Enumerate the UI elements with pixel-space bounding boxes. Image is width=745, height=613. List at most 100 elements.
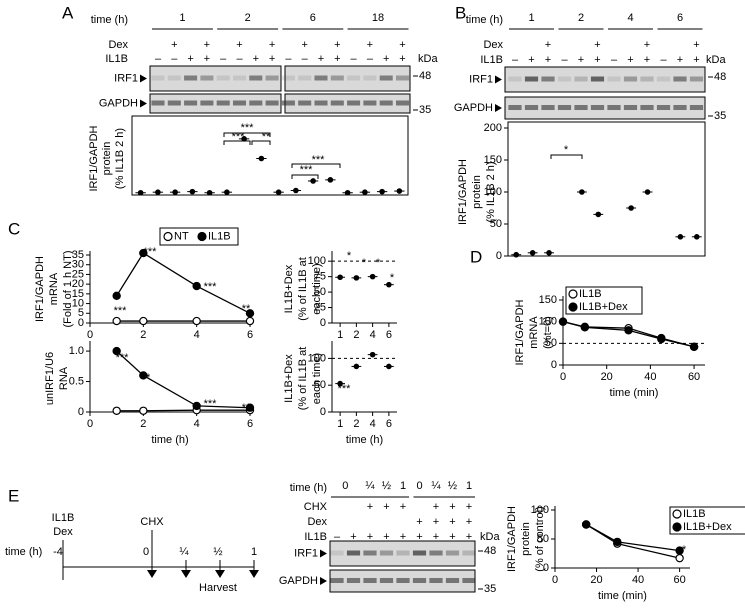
annotation: * xyxy=(682,544,687,556)
blot-band xyxy=(379,100,393,106)
y-axis-label: IRF1/GAPDH xyxy=(506,506,518,572)
data-point xyxy=(139,248,148,258)
row-label: IL1B xyxy=(304,531,327,543)
data-point xyxy=(379,188,385,195)
blot-band xyxy=(298,75,312,81)
row-sign: + xyxy=(334,53,340,65)
blot-band xyxy=(298,100,312,106)
y-tick-label: 50 xyxy=(314,286,326,298)
legend-label: IL1B xyxy=(683,508,706,520)
blot-band xyxy=(379,578,394,583)
blot-band xyxy=(590,76,605,82)
blot-band xyxy=(184,75,198,81)
time-value: 2 xyxy=(578,12,584,24)
row-sign: + xyxy=(269,53,275,65)
blot-band xyxy=(607,105,621,110)
blot-band xyxy=(330,578,344,583)
blot-band xyxy=(347,75,361,81)
blot-band xyxy=(623,105,638,110)
data-point xyxy=(337,274,343,281)
treatment-label: IL1B xyxy=(52,512,75,524)
row-sign: + xyxy=(578,54,584,66)
data-point xyxy=(693,234,700,240)
blot-band xyxy=(330,75,344,81)
row-sign: – xyxy=(351,53,358,65)
x-axis-label: time (min) xyxy=(610,387,659,399)
data-point xyxy=(644,189,651,195)
blot-band xyxy=(330,100,344,106)
y-tick-label: 50 xyxy=(490,218,502,230)
row-sign: + xyxy=(545,54,551,66)
data-point xyxy=(112,291,121,300)
row-sign: + xyxy=(399,53,405,65)
data-point xyxy=(137,189,144,196)
row-sign: + xyxy=(367,501,373,513)
blot-band xyxy=(429,578,443,583)
x-tick-label: 4 xyxy=(194,418,200,430)
blot-band xyxy=(314,75,328,81)
row-sign: – xyxy=(561,54,568,66)
annotation: ** xyxy=(242,402,251,414)
arrowhead xyxy=(249,570,259,578)
row-sign: + xyxy=(594,39,600,51)
row-sign: + xyxy=(644,54,650,66)
data-point xyxy=(396,188,403,194)
blot-band xyxy=(689,105,704,110)
timeline-tick: -4 xyxy=(53,546,63,558)
blot-band xyxy=(151,75,165,81)
data-point xyxy=(675,546,684,555)
y-axis-label: each time) xyxy=(311,263,323,314)
x-tick-label: 6 xyxy=(247,418,253,430)
row-sign: + xyxy=(677,54,683,66)
legend-label: NT xyxy=(174,230,189,242)
blot-band xyxy=(508,105,522,110)
blot-band xyxy=(330,550,344,556)
y-tick-label: 50 xyxy=(545,337,557,349)
y-tick-label: 30 xyxy=(72,259,84,271)
y-axis-label: unIRF1/U6 xyxy=(44,352,56,405)
annotation: * xyxy=(376,257,381,269)
blot-band xyxy=(249,100,263,106)
blot-band xyxy=(347,100,361,106)
blot-band xyxy=(590,105,605,110)
time-value: 0 xyxy=(342,480,348,492)
y-tick-label: 20 xyxy=(72,278,84,290)
row-sign: – xyxy=(285,53,292,65)
data-point xyxy=(139,406,148,415)
blot-band xyxy=(656,76,671,82)
blot-band xyxy=(673,76,687,82)
blot-band xyxy=(379,75,393,81)
y-axis-label: protein xyxy=(101,142,113,176)
y-tick-label: 0 xyxy=(78,406,84,418)
blot-band xyxy=(379,550,394,556)
data-point xyxy=(362,189,368,195)
y-axis-label: (% of IL1B at xyxy=(297,347,309,411)
data-point xyxy=(139,371,148,380)
y-axis-label: (% IL1B 2 h) xyxy=(114,128,126,189)
plot-frame xyxy=(131,115,409,196)
row-sign: + xyxy=(433,516,439,528)
blot-band xyxy=(445,578,460,583)
y-tick-label: 0 xyxy=(496,250,502,262)
row-sign: + xyxy=(399,39,405,51)
x-tick-label: 6 xyxy=(386,329,392,341)
data-point xyxy=(657,334,666,344)
data-point xyxy=(386,281,392,288)
annotation: ** xyxy=(262,131,271,143)
y-tick-label: 25 xyxy=(72,268,84,280)
row-sign: – xyxy=(512,54,519,66)
y-axis-label: mRNA xyxy=(48,272,60,305)
blot-band xyxy=(462,578,476,583)
data-point xyxy=(558,317,568,326)
y-tick-label: 0.5 xyxy=(69,375,84,387)
y-tick-label: 75 xyxy=(314,271,326,283)
row-sign: – xyxy=(367,53,374,65)
kda-label: kDa xyxy=(706,54,726,66)
data-point xyxy=(327,177,334,183)
row-sign: + xyxy=(400,501,406,513)
chx-label: CHX xyxy=(140,516,164,528)
row-sign: + xyxy=(383,53,389,65)
band-pointer xyxy=(320,577,327,585)
data-point xyxy=(581,520,591,529)
legend-box xyxy=(669,506,745,535)
